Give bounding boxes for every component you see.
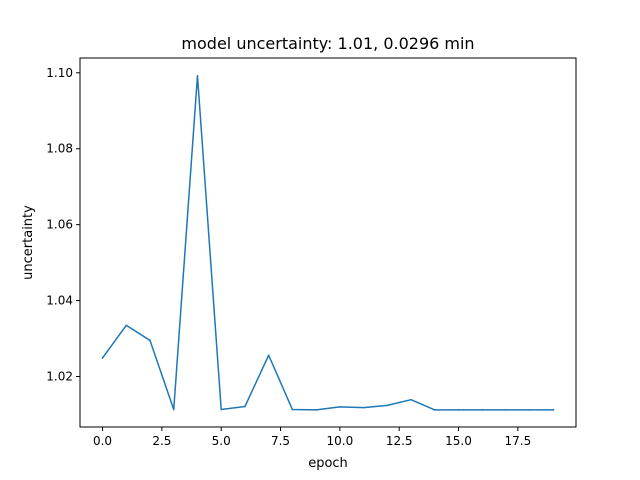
data-point — [172, 408, 175, 411]
data-point — [433, 409, 436, 411]
x-tick-label: 7.5 — [271, 434, 290, 448]
data-point — [267, 354, 270, 357]
data-point — [196, 75, 199, 77]
data-point — [339, 406, 341, 408]
x-tick-label: 5.0 — [212, 434, 231, 448]
y-tick-label: 1.02 — [46, 370, 73, 384]
x-axis-label: epoch — [308, 456, 348, 471]
x-tick-label: 17.5 — [504, 434, 531, 448]
data-point — [220, 408, 223, 411]
data-point — [386, 404, 389, 407]
x-tick-label: 0.0 — [93, 434, 112, 448]
y-tick-label: 1.08 — [46, 142, 73, 156]
chart-title: model uncertainty: 1.01, 0.0296 min — [181, 34, 474, 53]
data-point — [149, 339, 151, 342]
data-point — [315, 409, 317, 411]
plot-content — [101, 75, 555, 411]
y-axis-label: uncertainty — [21, 205, 36, 280]
x-tick-label: 2.5 — [152, 434, 171, 448]
y-axis: 1.02 1.04 1.06 1.08 1.10 — [46, 66, 80, 384]
x-tick-label: 10.0 — [327, 434, 354, 448]
data-point — [481, 409, 484, 411]
data-point — [410, 398, 412, 401]
data-point — [505, 409, 507, 411]
y-tick-label: 1.06 — [46, 218, 73, 232]
y-tick-label: 1.10 — [46, 66, 73, 80]
series-line — [101, 75, 555, 411]
data-point — [125, 324, 128, 327]
x-axis: 0.0 2.5 5.0 7.5 10.0 12.5 15.0 17.5 — [93, 427, 531, 448]
data-point — [101, 357, 104, 359]
plot-frame — [79, 57, 577, 428]
x-tick-label: 12.5 — [386, 434, 413, 448]
data-point — [244, 405, 246, 408]
data-point — [291, 408, 294, 411]
data-point — [457, 409, 460, 411]
data-point — [552, 409, 555, 411]
y-tick-label: 1.04 — [46, 294, 73, 308]
data-point — [362, 406, 365, 409]
x-tick-label: 15.0 — [445, 434, 472, 448]
data-point — [528, 409, 531, 411]
